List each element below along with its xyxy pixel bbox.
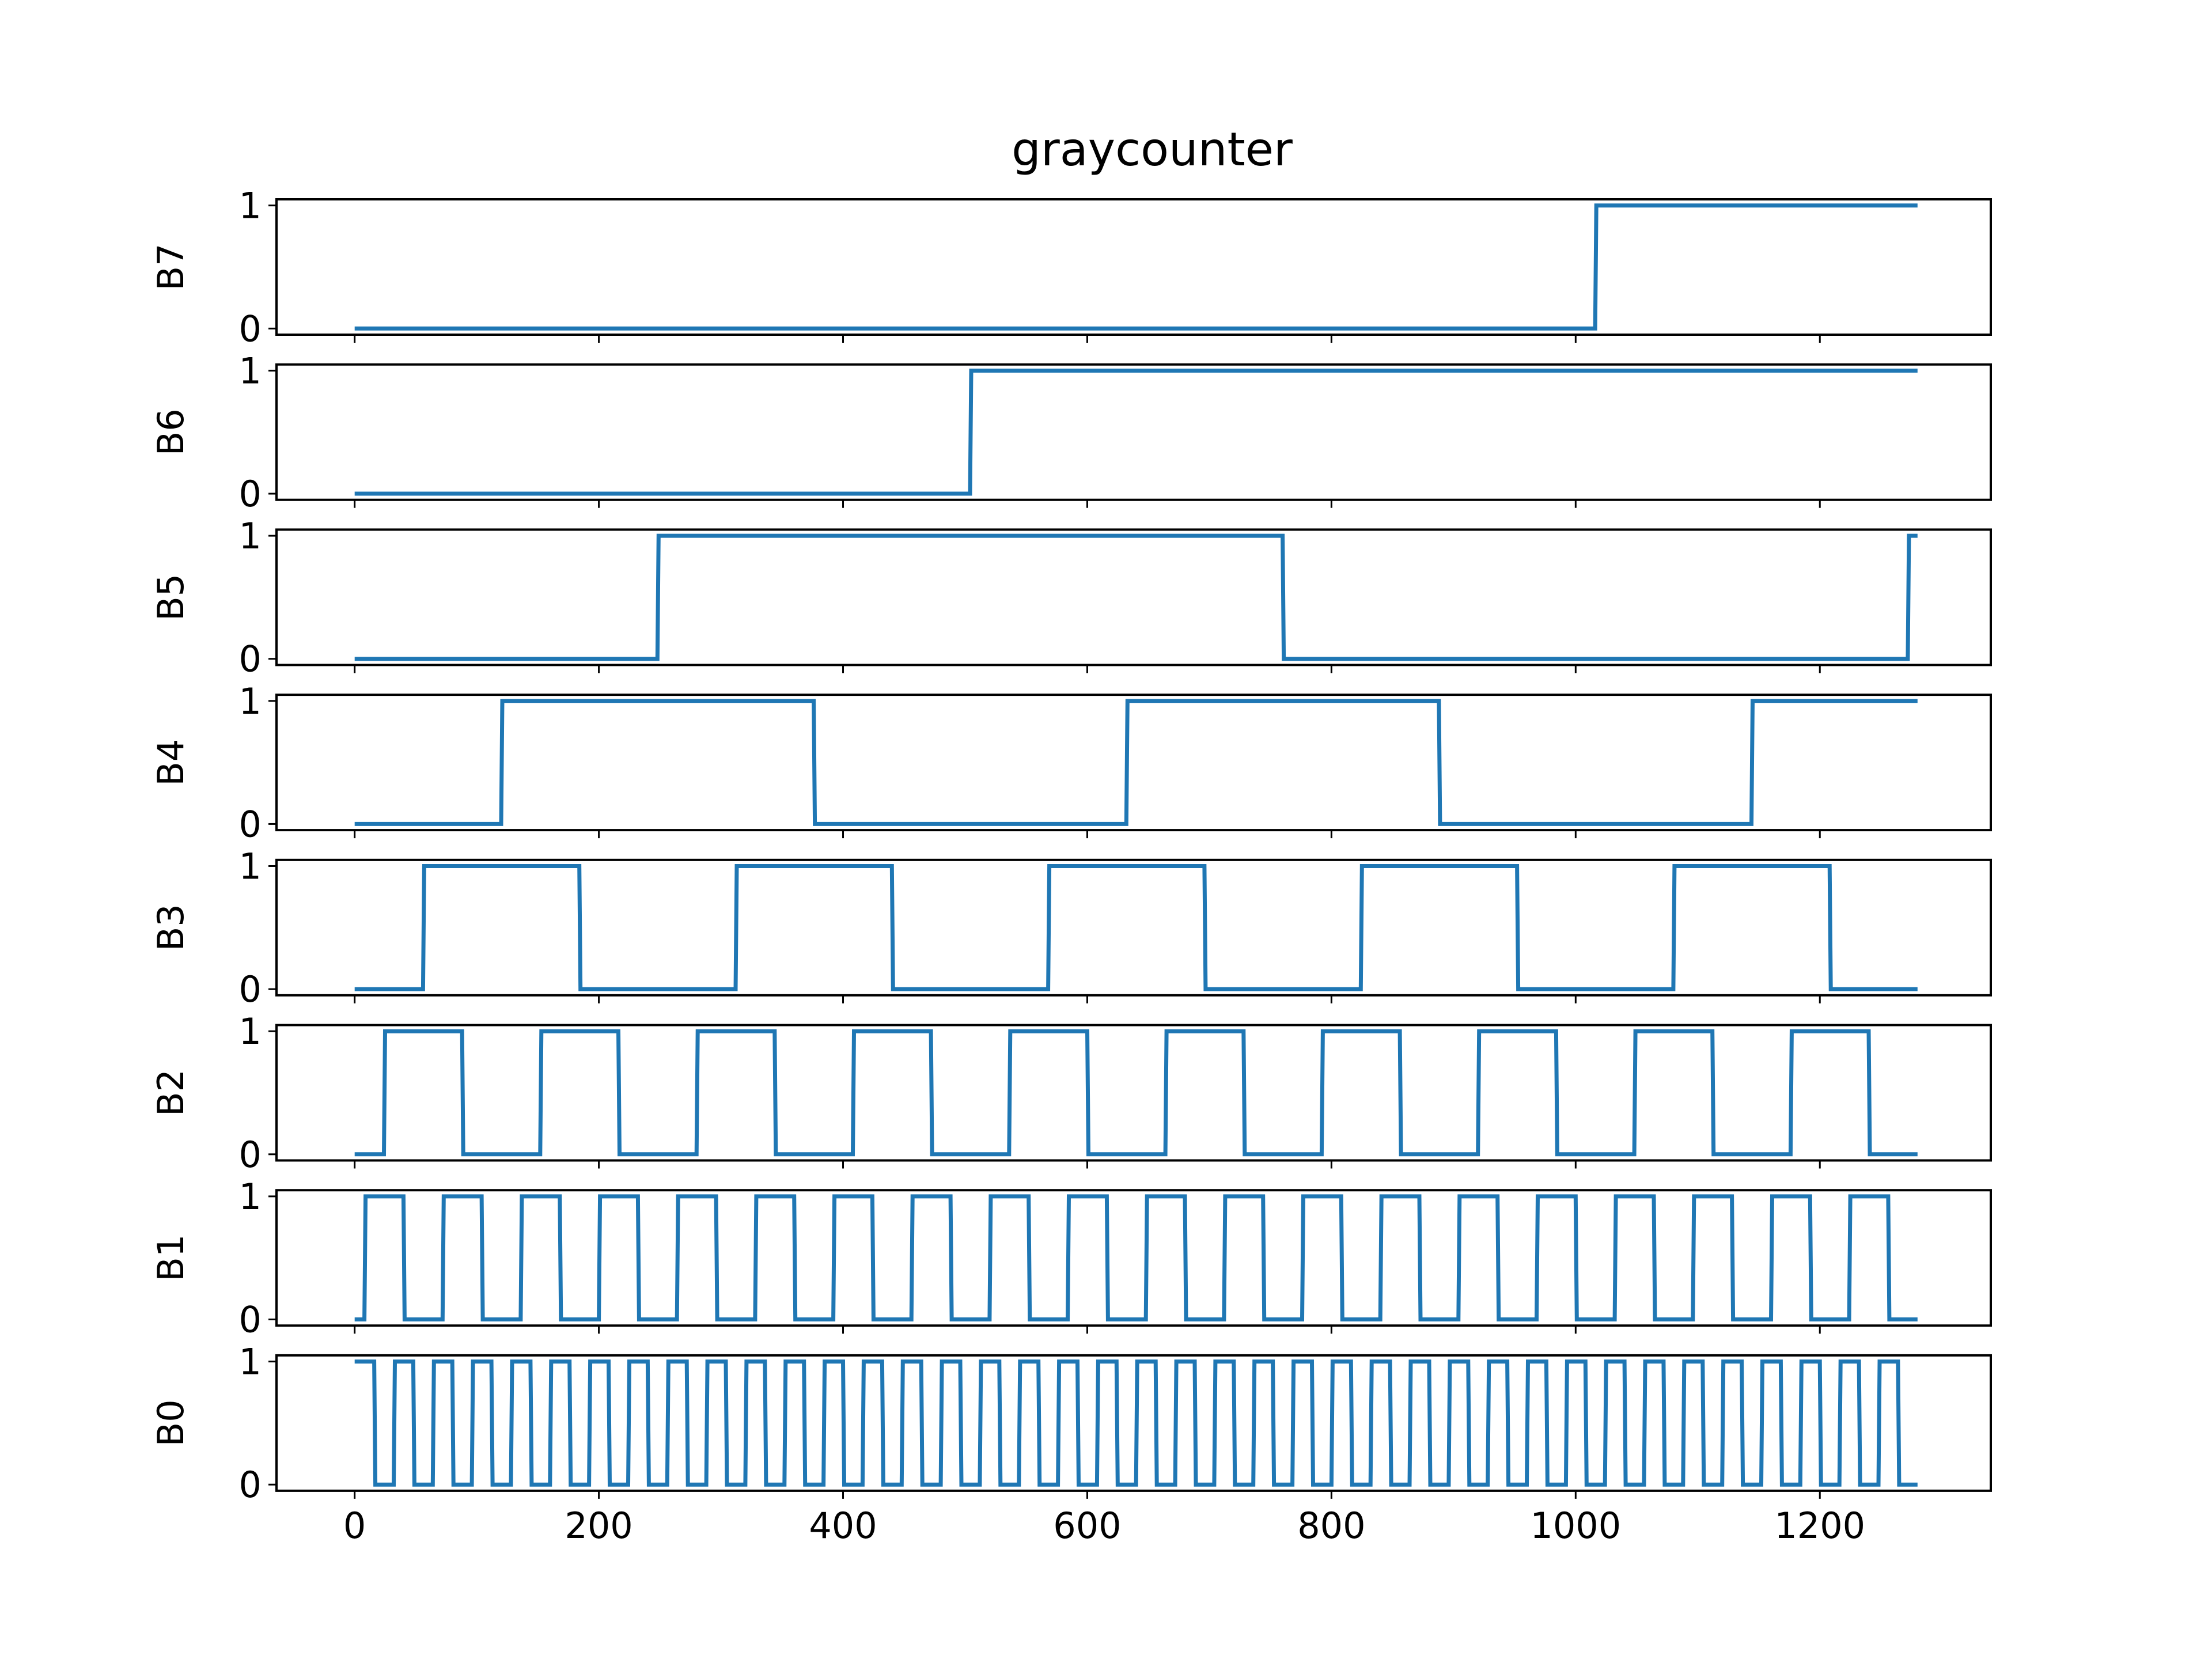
series-line-b2: [354, 1029, 1918, 1157]
y-tick-label-b3-1: 1: [239, 845, 262, 887]
x-tick-label-200: 200: [565, 1505, 632, 1547]
series-line-b4: [354, 699, 1918, 826]
y-axis-label-b7: B7: [150, 244, 192, 291]
y-tick-label-b1-1: 1: [239, 1176, 262, 1218]
y-axis-label-b5: B5: [150, 574, 192, 621]
y-axis-label-b2: B2: [150, 1069, 192, 1116]
subplot-b2: 0 1 B2: [150, 1010, 1992, 1176]
axes-frame-b3: [275, 858, 1992, 997]
axes-frame-b7: [275, 198, 1992, 336]
series-line-b1: [354, 1194, 1918, 1321]
x-tick-label-0: 0: [343, 1505, 366, 1547]
y-tick-label-b3-0: 0: [239, 968, 262, 1010]
y-axis-label-b6: B6: [150, 408, 192, 456]
y-tick-label-b7-1: 1: [239, 185, 262, 227]
axes-frame-b2: [275, 1024, 1992, 1162]
y-tick-label-b6-1: 1: [239, 350, 262, 392]
axes-frame-b1: [275, 1189, 1992, 1327]
axes-frame-b4: [275, 694, 1992, 832]
series-line-b6: [354, 368, 1918, 496]
y-tick-label-b0-0: 0: [239, 1464, 262, 1506]
axes-frame-b6: [275, 363, 1992, 501]
subplot-b3: 0 1 B3: [150, 845, 1992, 1010]
x-tick-label-800: 800: [1297, 1505, 1365, 1547]
subplot-b1: 0 1 B1: [150, 1176, 1992, 1341]
y-tick-label-b2-0: 0: [239, 1134, 262, 1176]
y-tick-label-b4-0: 0: [239, 803, 262, 845]
y-axis-label-b1: B1: [150, 1234, 192, 1282]
subplot-b5: 0 1 B5: [150, 515, 1992, 680]
y-tick-label-b4-1: 1: [239, 680, 262, 722]
y-tick-label-b0-1: 1: [239, 1341, 262, 1383]
y-tick-label-b6-0: 0: [239, 473, 262, 515]
subplot-b7: 0 1 B7: [150, 185, 1992, 350]
x-tick-label-600: 600: [1053, 1505, 1121, 1547]
y-tick-label-b2-1: 1: [239, 1010, 262, 1052]
y-tick-label-b1-0: 0: [239, 1299, 262, 1341]
series-line-b3: [354, 864, 1918, 991]
series-line-b0: [354, 1359, 1918, 1487]
y-axis-label-b4: B4: [150, 739, 192, 786]
y-axis-label-b0: B0: [150, 1399, 192, 1446]
y-tick-label-b5-1: 1: [239, 515, 262, 557]
y-tick-label-b5-0: 0: [239, 638, 262, 680]
chart-title: graycounter: [1012, 123, 1293, 176]
subplot-b4: 0 1 B4: [150, 680, 1992, 845]
y-axis-label-b3: B3: [150, 904, 192, 951]
series-line-b7: [354, 203, 1918, 331]
subplot-b6: 0 1 B6: [150, 350, 1992, 515]
subplot-b0: 0 1 0 200 400 600 800 1000 1200 B0: [150, 1341, 1992, 1547]
x-tick-label-1000: 1000: [1530, 1505, 1621, 1547]
axes-frame-b0: [275, 1354, 1992, 1492]
series-line-b5: [354, 533, 1918, 661]
axes-frame-b5: [275, 528, 1992, 666]
x-tick-label-400: 400: [809, 1505, 877, 1547]
x-tick-label-1200: 1200: [1774, 1505, 1865, 1547]
y-tick-label-b7-0: 0: [239, 308, 262, 350]
